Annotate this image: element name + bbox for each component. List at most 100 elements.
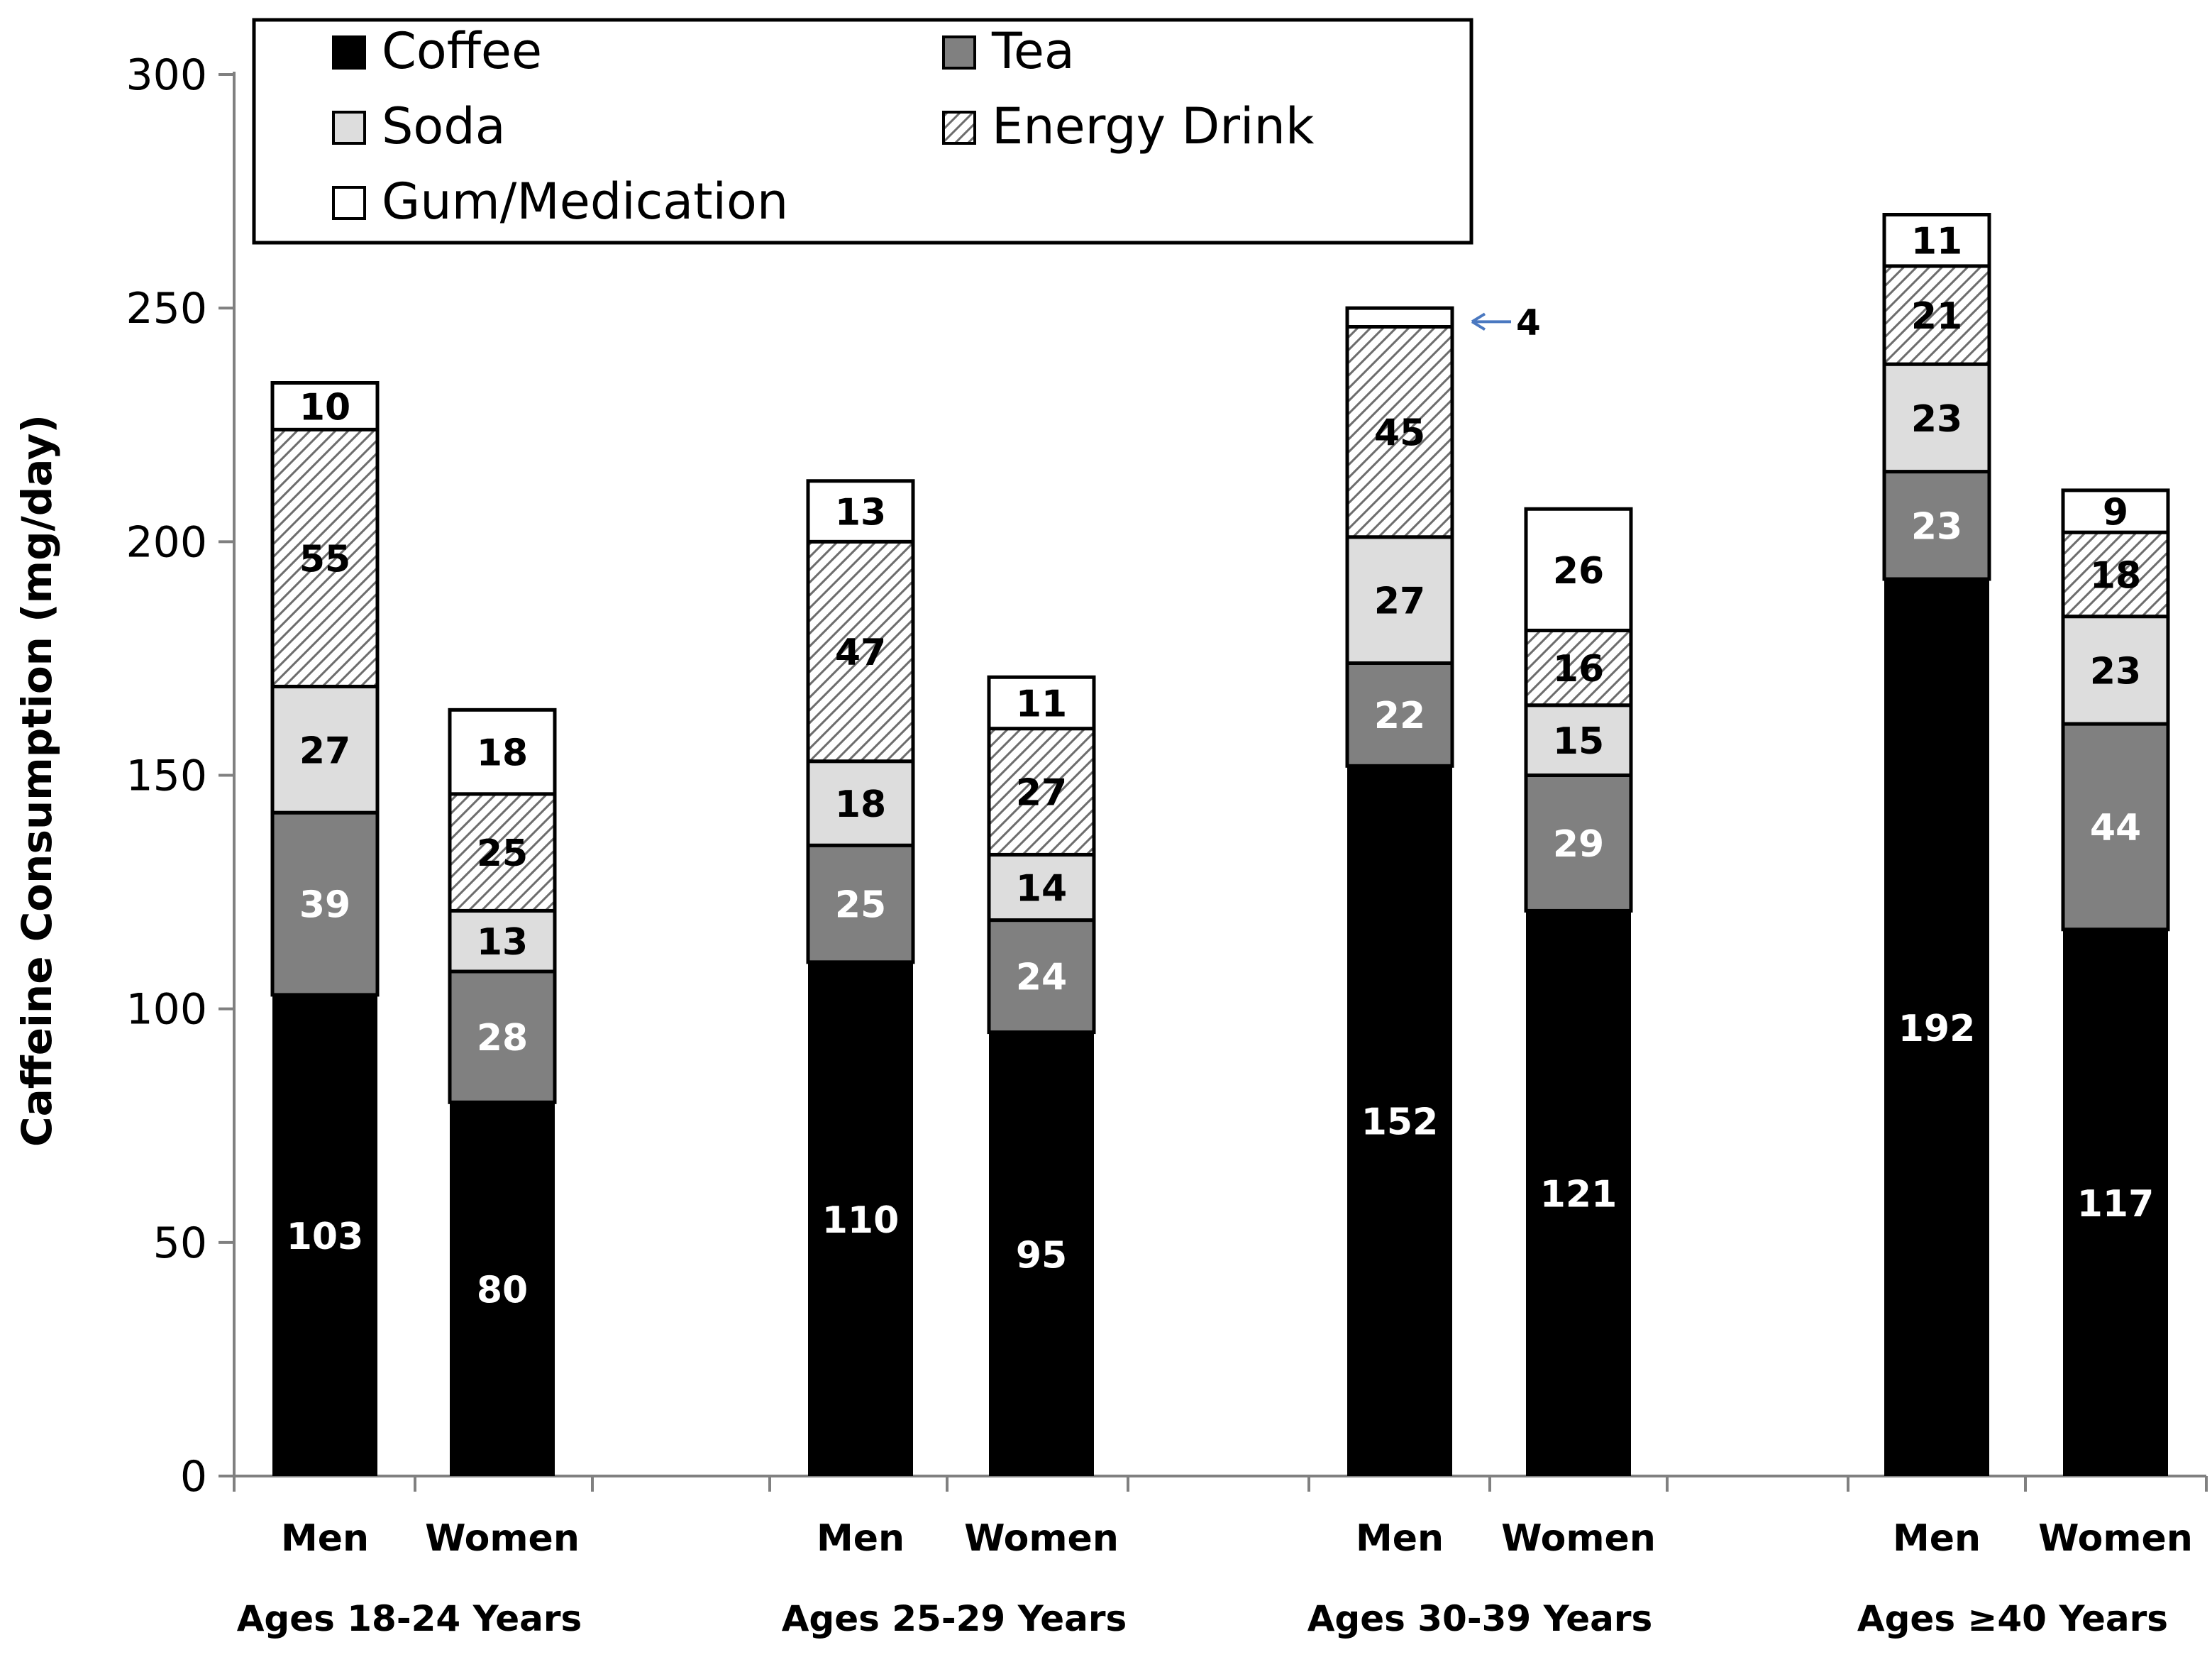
x-category-label: Women <box>1501 1517 1656 1560</box>
legend-item-gum-medication: Gum/Medication <box>332 172 788 231</box>
y-tick-label: 50 <box>153 1218 207 1268</box>
legend-swatch <box>942 111 976 145</box>
bar-segment-tea <box>806 843 915 964</box>
bar-segment-energy-drink <box>448 792 557 913</box>
bar-stack: 121 29 15 16 26 <box>1524 507 1633 1476</box>
y-tick-label: 150 <box>126 752 207 801</box>
x-group-label: Ages 30-39 Years <box>1307 1598 1653 1639</box>
y-axis-label: Caffeine Consumption (mg/day) <box>13 414 61 1147</box>
data-label-soda: 14 <box>1016 868 1067 910</box>
bar-segment-coffee <box>1526 910 1631 1476</box>
data-label-soda: 23 <box>2090 650 2141 693</box>
x-category-label: Men <box>1893 1517 1981 1560</box>
bar-segment-soda <box>2061 615 2170 726</box>
bar-segment-coffee <box>1347 766 1452 1476</box>
bar-segment-gum-medication <box>1524 507 1633 632</box>
data-label-energy-drink: 21 <box>1911 295 1962 338</box>
legend-item-tea: Tea <box>942 22 1075 80</box>
legend-swatch <box>332 111 366 145</box>
bar-segment-soda <box>1882 362 1991 474</box>
callout-label: 4 <box>1516 302 1541 343</box>
bar-segment-tea <box>270 810 380 997</box>
y-tick-label: 250 <box>126 284 207 334</box>
data-label-tea: 39 <box>299 884 350 927</box>
bar-segment-energy-drink <box>806 539 915 764</box>
legend-label: Gum/Medication <box>382 172 788 231</box>
data-label-tea: 24 <box>1016 957 1067 999</box>
data-label-coffee: 152 <box>1361 1101 1439 1144</box>
data-label-energy-drink: 47 <box>835 632 886 674</box>
bar-segment-gum-medication <box>1345 306 1454 329</box>
legend-label: Energy Drink <box>992 97 1315 155</box>
data-label-gum-medication: 18 <box>477 732 528 775</box>
data-label-gum-medication: 26 <box>1553 550 1604 593</box>
x-axis: Men Women Men Women Men Women Men Women Ages 18-… <box>233 1475 2208 1639</box>
bar-stack: 103 39 27 55 10 <box>270 381 380 1476</box>
y-tick-label: 0 <box>180 1452 207 1502</box>
bar-segment-soda <box>987 852 1096 923</box>
x-category-label: Men <box>1356 1517 1444 1560</box>
bar-segment-tea <box>1345 661 1454 768</box>
bar-segment-gum-medication <box>2061 488 2170 534</box>
data-label-coffee: 192 <box>1898 1008 1976 1050</box>
data-label-tea: 22 <box>1374 695 1425 737</box>
data-label-tea: 23 <box>1911 505 1962 548</box>
x-category-label: Men <box>817 1517 905 1560</box>
data-label-tea: 44 <box>2090 807 2141 849</box>
legend-label: Soda <box>382 97 506 155</box>
bar-segment-gum-medication <box>987 675 1096 731</box>
bar-segment-coffee <box>1884 579 1989 1476</box>
bar-segment-soda <box>806 759 915 847</box>
data-label-gum-medication: 10 <box>299 386 350 429</box>
data-label-energy-drink: 45 <box>1374 412 1425 455</box>
data-label-coffee: 80 <box>477 1270 528 1312</box>
data-label-soda: 15 <box>1553 720 1604 763</box>
legend-item-energy-drink: Energy Drink <box>942 97 1315 155</box>
bar-segment-soda <box>270 684 380 815</box>
legend-swatch <box>332 186 366 220</box>
y-axis: 0 50 100 150 200 250 300 <box>126 50 236 1502</box>
data-label-gum-medication: 13 <box>835 492 886 534</box>
bar-segment-coffee <box>450 1102 555 1476</box>
bar-segment-tea <box>1524 774 1633 913</box>
legend-label: Tea <box>991 22 1075 80</box>
bar-stack: 80 28 13 25 18 <box>448 708 557 1476</box>
legend: Coffee Tea Soda Energy Drink Gum/Medication <box>252 18 1473 245</box>
y-tick-label: 200 <box>126 517 207 567</box>
data-label-tea: 29 <box>1553 823 1604 866</box>
callout-arrow-head <box>1471 312 1486 331</box>
legend-swatch <box>942 35 976 70</box>
legend-item-soda: Soda <box>332 97 506 155</box>
bar-segment-soda <box>448 908 557 974</box>
x-category-label: Men <box>281 1517 369 1560</box>
y-tick-label: 100 <box>126 985 207 1035</box>
data-label-energy-drink: 18 <box>2090 554 2141 597</box>
bar-stack: 192 23 23 21 11 <box>1882 213 1991 1476</box>
bar-stack: 95 24 14 27 11 <box>987 675 1096 1476</box>
bar-segment-energy-drink <box>987 727 1096 857</box>
bar-segment-coffee <box>808 962 913 1476</box>
annotations: 4 <box>1471 302 1541 343</box>
x-group-label: Ages 18-24 Years <box>237 1598 582 1639</box>
data-label-soda: 27 <box>1374 580 1425 623</box>
bar-segment-tea <box>448 969 557 1104</box>
legend-label: Coffee <box>382 22 542 80</box>
data-label-gum-medication: 11 <box>1016 683 1067 725</box>
bar-stack: 110 25 18 47 13 <box>806 479 915 1476</box>
bar-segment-coffee <box>989 1032 1094 1476</box>
bar-stack: 152 22 27 45 <box>1345 306 1454 1476</box>
bar-segment-gum-medication <box>806 479 915 544</box>
x-category-label: Women <box>2038 1517 2193 1560</box>
x-group-label: Ages ≥40 Years <box>1857 1598 2168 1639</box>
legend-item-coffee: Coffee <box>332 22 542 80</box>
data-label-coffee: 117 <box>2077 1183 2155 1226</box>
data-label-gum-medication: 11 <box>1911 221 1962 263</box>
bar-segment-coffee <box>272 994 377 1476</box>
data-label-coffee: 103 <box>287 1216 364 1258</box>
bar-stack: 117 44 23 18 9 <box>2061 488 2170 1476</box>
data-label-coffee: 110 <box>822 1199 900 1242</box>
x-category-label: Women <box>425 1517 580 1560</box>
bar-segment-energy-drink <box>1882 264 1991 366</box>
data-label-coffee: 95 <box>1016 1234 1067 1277</box>
